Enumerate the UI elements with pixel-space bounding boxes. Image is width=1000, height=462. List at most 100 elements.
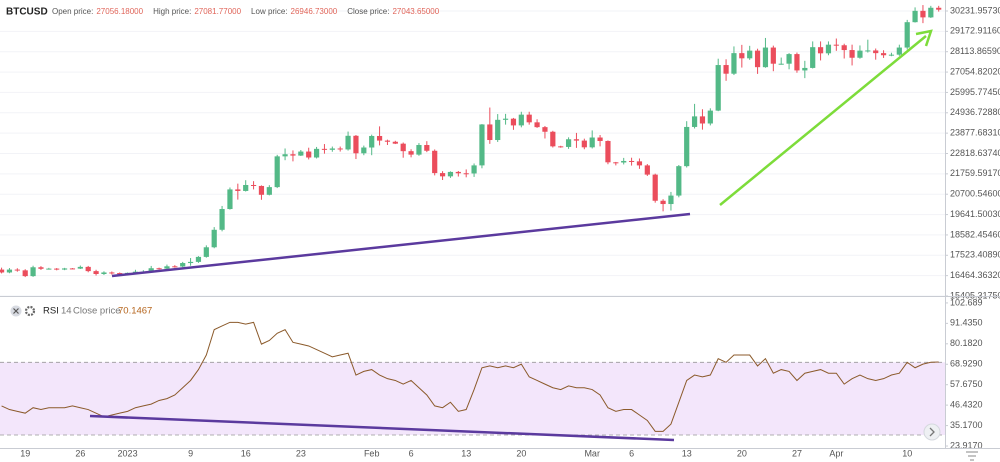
- candle-body: [534, 122, 540, 128]
- y-tick-label: 19641.50030: [950, 209, 1000, 219]
- candle-body: [172, 266, 178, 268]
- candle-body: [573, 139, 580, 141]
- settings-menu[interactable]: [966, 451, 978, 461]
- candle-body: [148, 268, 154, 272]
- close-icon-glyph: [13, 308, 19, 314]
- candle-body: [101, 272, 107, 274]
- rsi-line: [1, 321, 939, 432]
- x-tick-label: 20: [737, 448, 747, 458]
- candle-body: [841, 45, 847, 51]
- candle-body: [715, 65, 721, 111]
- stat-value: 26946.73000: [291, 7, 338, 16]
- y-tick-label: 21759.59170: [950, 168, 1000, 178]
- candle-body: [306, 151, 312, 158]
- settings-icon[interactable]: [24, 305, 36, 317]
- candle-body: [258, 185, 265, 195]
- candle-body: [628, 160, 635, 162]
- stat-label: Open price:: [52, 7, 93, 16]
- candle-body: [747, 50, 753, 59]
- candle-body: [243, 184, 249, 191]
- stat-label: High price:: [153, 7, 191, 16]
- candle-body: [432, 150, 438, 174]
- stat-label: Close price:: [347, 7, 389, 16]
- y-tick-label: 17523.40890: [950, 250, 1000, 260]
- x-tick-label: 27: [792, 448, 802, 458]
- candle-body: [660, 200, 666, 205]
- y-tick-label: 80.1820: [950, 338, 983, 348]
- candle-body: [668, 195, 674, 205]
- trend-line[interactable]: [89, 414, 675, 442]
- x-tick-label: 23: [296, 448, 306, 458]
- candle-body: [400, 143, 406, 152]
- arrow-head: [915, 29, 933, 47]
- candle-body: [833, 44, 839, 46]
- candle-body: [857, 50, 863, 58]
- candle-body: [495, 119, 501, 141]
- y-tick-label: 30231.95730: [950, 5, 1000, 15]
- candle-body: [518, 114, 524, 126]
- candle-body: [794, 54, 800, 71]
- candle-body: [526, 114, 532, 123]
- candle-body: [30, 267, 36, 277]
- candle-body: [636, 161, 643, 166]
- trend-line[interactable]: [111, 212, 691, 278]
- candle-body: [778, 63, 784, 65]
- indicator-source: Close price: [73, 306, 121, 317]
- x-tick-label: Feb: [364, 448, 380, 458]
- x-tick-label: 20: [516, 448, 526, 458]
- candle-body: [699, 116, 706, 124]
- candle-body: [621, 160, 627, 163]
- candle-body: [589, 137, 595, 148]
- candle-body: [321, 148, 328, 150]
- candle-body: [597, 137, 603, 141]
- rsi-band: [0, 362, 945, 435]
- x-tick-label: 6: [629, 448, 634, 458]
- candle-body: [250, 184, 257, 186]
- candle-body: [558, 146, 564, 148]
- candle-body: [865, 50, 871, 52]
- candle-body: [888, 54, 895, 56]
- candle-body: [69, 268, 76, 270]
- x-tick-label: 19: [20, 448, 30, 458]
- candle-body: [936, 7, 942, 10]
- y-tick-label: 57.6750: [950, 379, 983, 389]
- candle-body: [770, 47, 776, 64]
- candle-body: [479, 124, 485, 166]
- candle-body: [739, 53, 745, 59]
- y-tick-label: 15405.31750: [950, 290, 1000, 300]
- candle-body: [54, 268, 60, 270]
- candle-body: [487, 124, 493, 141]
- candle-body: [361, 147, 367, 154]
- x-tick-label: 16: [241, 448, 251, 458]
- candle-body: [6, 269, 13, 273]
- candle-body: [502, 118, 509, 120]
- candle-body: [471, 165, 477, 174]
- candle-body: [164, 266, 170, 269]
- candle-body: [235, 189, 241, 191]
- x-tick-label: 6: [409, 448, 414, 458]
- candle-body: [676, 166, 682, 196]
- candle-body: [652, 174, 658, 201]
- plot-layer: 19 26 2023 9 16 23 Feb 6 13 20 Mar 6 13 20 27 Apr 10 1540…: [0, 5, 1000, 458]
- scroll-button[interactable]: [923, 423, 941, 441]
- candle-body: [439, 173, 446, 177]
- candle-body: [376, 135, 383, 141]
- candle-body: [565, 139, 572, 147]
- candle-body: [384, 140, 391, 142]
- candle-body: [691, 116, 698, 127]
- candle-body: [762, 47, 769, 68]
- candle-body: [14, 269, 20, 271]
- candle-body: [203, 247, 209, 257]
- candle-body: [896, 47, 902, 55]
- stat-value: 27056.18000: [96, 7, 143, 16]
- candle-body: [337, 148, 343, 150]
- y-tick-label: 28113.86590: [950, 46, 1000, 56]
- arrow-line[interactable]: [719, 35, 927, 206]
- candle-body: [46, 268, 52, 270]
- candle-body: [282, 154, 288, 157]
- y-tick-label: 16464.36320: [950, 270, 1000, 280]
- candle-body: [180, 263, 186, 267]
- candle-body: [211, 229, 217, 248]
- candle-body: [707, 110, 713, 124]
- candle-body: [187, 261, 194, 264]
